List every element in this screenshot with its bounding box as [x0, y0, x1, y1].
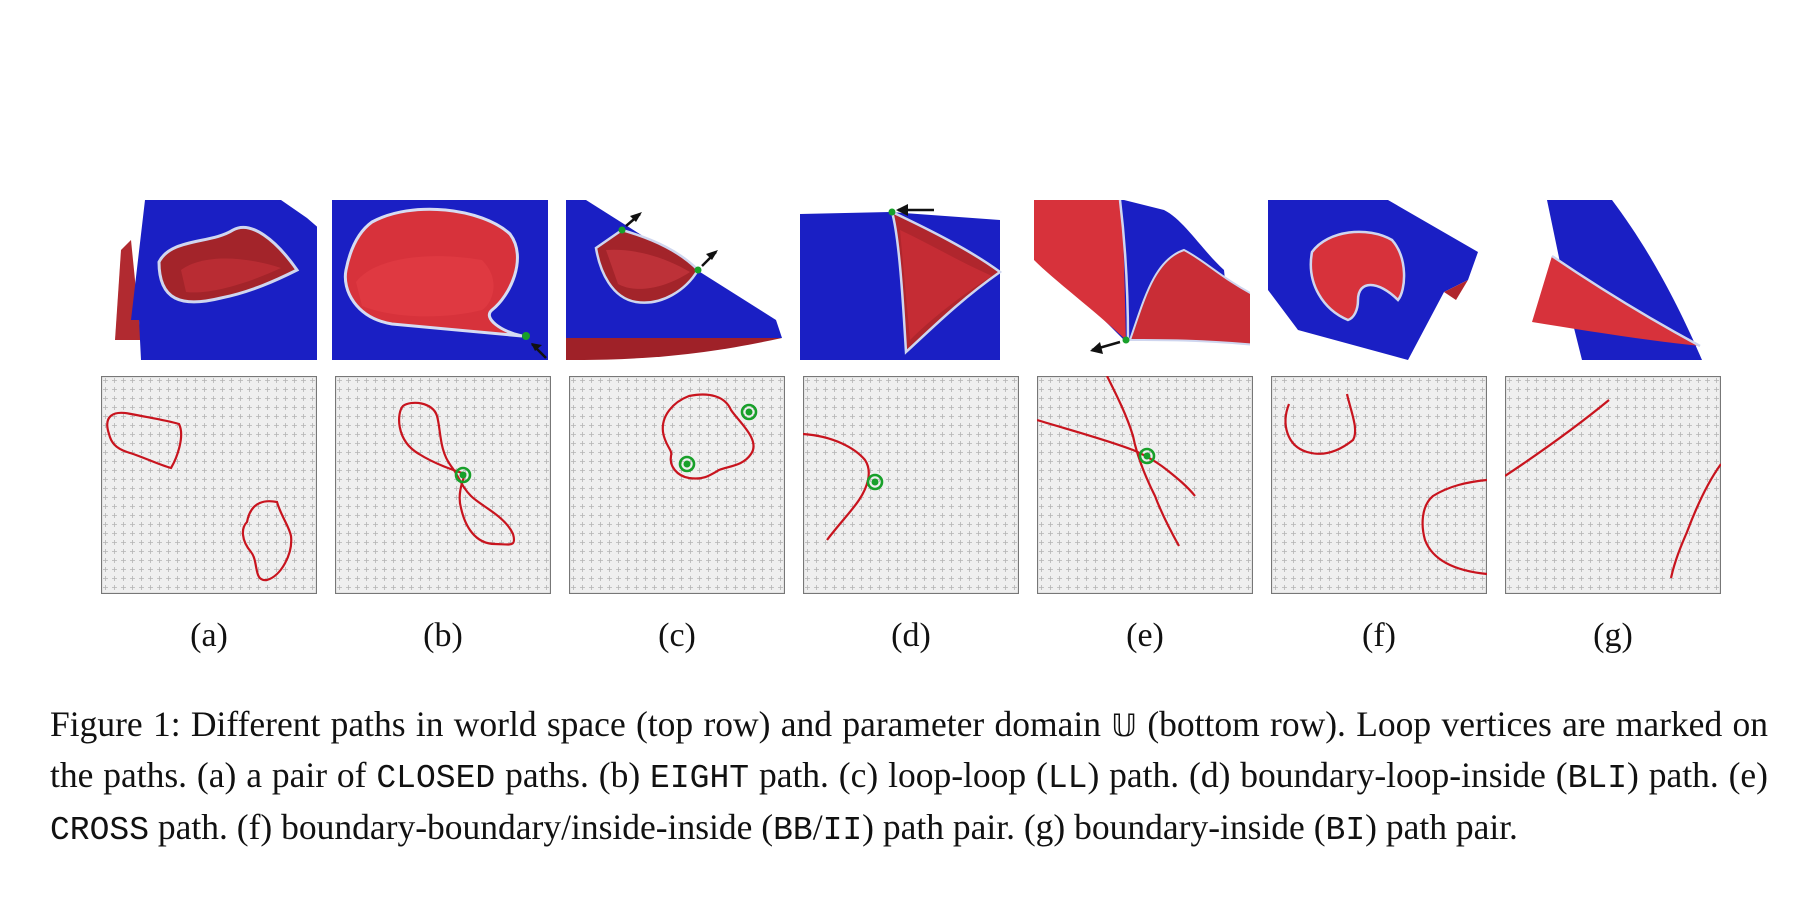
- panel-label-b: (b): [423, 617, 463, 654]
- param-e: [1037, 376, 1253, 594]
- panel-label-f: (f): [1362, 617, 1396, 654]
- term-bi: BI: [1325, 812, 1366, 849]
- caption-text: path. (f) boundary-boundary/inside-insid…: [149, 807, 774, 847]
- render-a: [101, 200, 317, 360]
- render-c: [566, 200, 782, 360]
- panel-label-d: (d): [891, 617, 931, 654]
- render-g: [1502, 200, 1718, 360]
- term-bb: BB: [773, 812, 813, 849]
- caption-text: Different paths in world space (top row)…: [180, 704, 1112, 744]
- caption-text: paths. (b): [495, 755, 651, 795]
- panel-label-a: (a): [190, 617, 228, 654]
- term-bli: BLI: [1567, 760, 1628, 797]
- param-g: [1505, 376, 1721, 594]
- render-e: [1034, 200, 1250, 360]
- domain-symbol: 𝕌: [1111, 708, 1138, 744]
- panel-label-g: (g): [1593, 617, 1633, 654]
- param-a: [101, 376, 317, 594]
- term-closed: CLOSED: [376, 760, 496, 797]
- render-f: [1268, 200, 1484, 360]
- caption-text: ) path. (d) boundary-loop-inside (: [1087, 755, 1568, 795]
- param-f: [1271, 376, 1487, 594]
- caption-text: path. (c) loop-loop (: [749, 755, 1048, 795]
- param-c: [569, 376, 785, 594]
- panel-label-e: (e): [1126, 617, 1164, 654]
- term-ll: LL: [1047, 760, 1088, 797]
- term-eight: EIGHT: [650, 760, 750, 797]
- caption-text: ) path pair.: [1365, 807, 1518, 847]
- figure-caption: Figure 1: Different paths in world space…: [50, 700, 1768, 855]
- caption-text: ) path pair. (g) boundary-inside (: [862, 807, 1326, 847]
- caption-text: /: [812, 807, 823, 847]
- render-b: [332, 200, 548, 360]
- param-b: [335, 376, 551, 594]
- term-cross: CROSS: [50, 812, 150, 849]
- render-d: [800, 200, 1016, 360]
- param-d: [803, 376, 1019, 594]
- caption-text: (bottom row). Loop vertices are marked o…: [50, 704, 1768, 795]
- term-ii: II: [822, 812, 863, 849]
- caption-text: ) path. (e): [1627, 755, 1768, 795]
- panel-label-c: (c): [658, 617, 696, 654]
- caption-prefix: Figure 1:: [50, 704, 181, 744]
